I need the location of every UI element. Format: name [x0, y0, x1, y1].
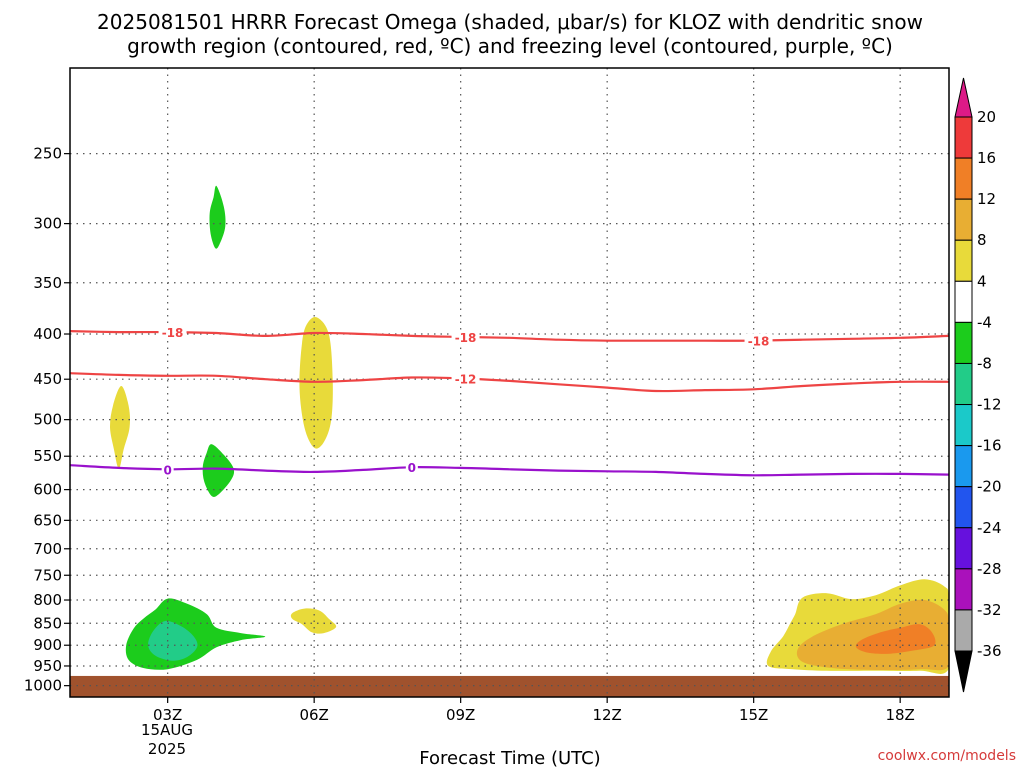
- y-tick-label-900: 900: [33, 636, 62, 654]
- credit-link[interactable]: coolwx.com/models: [878, 748, 1016, 764]
- colorbar-swatch-8: [954, 404, 973, 447]
- colorbar-swatch-1: [954, 116, 973, 159]
- contour-label-2-1: 0: [408, 461, 416, 475]
- plot-frame: [69, 67, 950, 698]
- omega-region-0: [109, 386, 131, 469]
- contour-label-1-0: -12: [455, 373, 477, 387]
- x-tick-label-12Z: 12Z: [592, 706, 621, 724]
- colorbar-label-11: -28: [977, 560, 1002, 578]
- ground-surface: [70, 675, 949, 697]
- y-tick-label-950: 950: [33, 657, 62, 675]
- colorbar-swatch-12: [954, 568, 973, 611]
- colorbar-arrow-bottom: [954, 650, 973, 693]
- colorbar-swatch-7: [954, 362, 973, 406]
- x-tick-label-15Z: 15Z: [739, 706, 768, 724]
- colorbar-swatch-4: [954, 239, 973, 282]
- colorbar-label-5: -4: [977, 313, 992, 331]
- y-tick-label-600: 600: [33, 481, 62, 499]
- x-tick-label-18Z: 18Z: [885, 706, 914, 724]
- contour-line-1: [70, 372, 949, 393]
- colorbar-label-13: -36: [977, 642, 1002, 660]
- y-tick-label-550: 550: [33, 447, 62, 465]
- contour-label-bg-0-2: [744, 333, 773, 348]
- contour-label-0-2: -18: [748, 335, 770, 349]
- y-tick-label-450: 450: [33, 370, 62, 388]
- colorbar-label-2: 12: [977, 190, 996, 208]
- y-tick-label-250: 250: [33, 145, 62, 163]
- colorbar-label-7: -12: [977, 396, 1002, 414]
- contour-line-2: [70, 464, 949, 477]
- contour-label-bg-0-1: [451, 329, 480, 344]
- y-tick-label-700: 700: [33, 540, 62, 558]
- contour-label-0-0: -18: [162, 326, 184, 340]
- y-tick-label-300: 300: [33, 215, 62, 233]
- y-tick-label-850: 850: [33, 614, 62, 632]
- x-axis-ticks: 03Z 06Z 09Z 12Z 15Z 18Z: [153, 697, 915, 724]
- colorbar-arrow-top: [954, 77, 973, 118]
- colorbar-swatch-5: [954, 280, 973, 323]
- contour-line-0: [70, 330, 949, 342]
- colorbar-label-1: 16: [977, 149, 996, 167]
- x-tick-label-03Z: 03Z: [153, 706, 182, 724]
- contour-label-2-0: 0: [163, 463, 171, 477]
- x-axis-label: Forecast Time (UTC): [419, 748, 600, 768]
- y-tick-label-350: 350: [33, 274, 62, 292]
- colorbar-swatch-9: [954, 445, 973, 488]
- x-tick-label-06Z: 06Z: [299, 706, 328, 724]
- colorbar-label-10: -24: [977, 519, 1002, 537]
- colorbar-label-6: -8: [977, 354, 992, 372]
- omega-region-4: [202, 444, 235, 497]
- omega-region-9: [855, 624, 936, 654]
- colorbar-swatch-3: [954, 198, 973, 241]
- colorbar-label-0: 20: [977, 108, 996, 126]
- colorbar-label-9: -20: [977, 478, 1002, 496]
- colorbar-label-8: -16: [977, 437, 1002, 455]
- y-axis-ticks: 250 300 350 400 450 500 550 600 650 700 750 800 850 9…: [24, 145, 70, 695]
- colorbar: 20 16 12 8 4 -4 -8 -12 -16 -20 -24 -28 -32 -36: [954, 77, 1002, 693]
- colorbar-swatch-10: [954, 486, 973, 529]
- y-tick-label-750: 750: [33, 566, 62, 584]
- omega-shading-layer: [109, 185, 949, 674]
- omega-region-5: [125, 598, 266, 670]
- colorbar-swatch-2: [954, 157, 973, 200]
- contour-layer: -18 -18 -18 -12 0 0: [70, 325, 949, 477]
- contour-label-bg-2-1: [405, 460, 418, 475]
- colorbar-swatch-13: [954, 609, 973, 652]
- contour-label-bg-2-0: [161, 462, 174, 477]
- y-tick-label-400: 400: [33, 325, 62, 343]
- contour-label-bg-1-0: [451, 371, 480, 386]
- omega-region-2: [290, 608, 337, 634]
- chart-title-line-1: 2025081501 HRRR Forecast Omega (shaded, …: [97, 10, 923, 34]
- y-tick-label-1000: 1000: [24, 677, 62, 695]
- y-tick-label-500: 500: [33, 411, 62, 429]
- omega-region-3: [209, 185, 226, 249]
- colorbar-swatch-6: [954, 321, 973, 364]
- omega-region-6: [148, 620, 198, 661]
- grid-lines: [70, 68, 949, 697]
- contour-label-0-1: -18: [455, 331, 477, 345]
- colorbar-label-3: 8: [977, 231, 987, 249]
- x-date-day: 15AUG: [141, 721, 193, 739]
- x-tick-label-09Z: 09Z: [446, 706, 475, 724]
- colorbar-label-12: -32: [977, 601, 1002, 619]
- y-tick-label-800: 800: [33, 591, 62, 609]
- colorbar-swatch-11: [954, 527, 973, 570]
- y-tick-label-650: 650: [33, 511, 62, 529]
- colorbar-label-4: 4: [977, 272, 987, 290]
- contour-label-bg-0-0: [158, 325, 187, 340]
- x-date-year: 2025: [148, 740, 186, 758]
- chart-title-line-2: growth region (contoured, red, ºC) and f…: [127, 34, 893, 58]
